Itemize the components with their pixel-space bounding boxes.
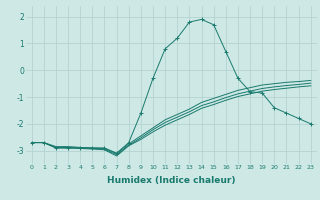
X-axis label: Humidex (Indice chaleur): Humidex (Indice chaleur) (107, 176, 236, 185)
